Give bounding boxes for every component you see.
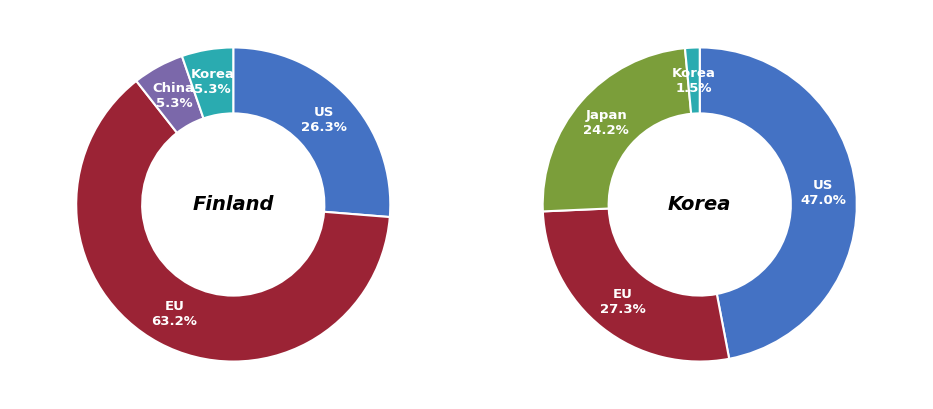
Text: US
26.3%: US 26.3% bbox=[301, 106, 347, 134]
Wedge shape bbox=[543, 48, 691, 211]
Text: Korea
1.5%: Korea 1.5% bbox=[672, 67, 716, 94]
Text: Korea: Korea bbox=[668, 195, 731, 214]
Text: China
5.3%: China 5.3% bbox=[153, 81, 195, 110]
Wedge shape bbox=[700, 47, 856, 359]
Text: Finland: Finland bbox=[192, 195, 274, 214]
Text: EU
63.2%: EU 63.2% bbox=[152, 300, 198, 328]
Text: Korea
5.3%: Korea 5.3% bbox=[190, 68, 234, 96]
Wedge shape bbox=[77, 81, 390, 362]
Wedge shape bbox=[136, 56, 203, 133]
Wedge shape bbox=[685, 47, 700, 114]
Wedge shape bbox=[182, 47, 233, 118]
Text: EU
27.3%: EU 27.3% bbox=[600, 288, 646, 316]
Text: Japan
24.2%: Japan 24.2% bbox=[583, 109, 629, 137]
Wedge shape bbox=[233, 47, 390, 217]
Text: US
47.0%: US 47.0% bbox=[801, 179, 846, 207]
Wedge shape bbox=[543, 209, 730, 362]
